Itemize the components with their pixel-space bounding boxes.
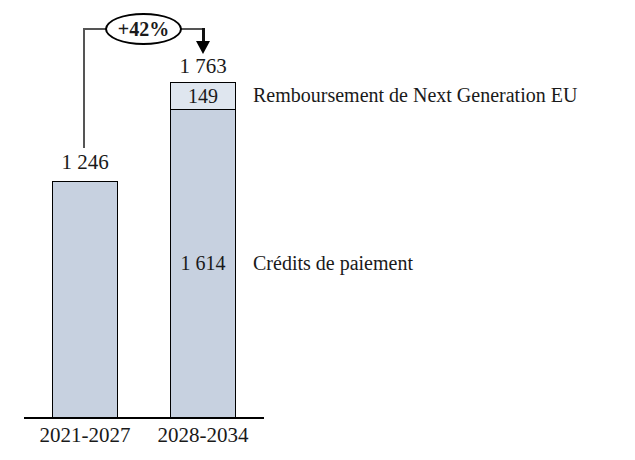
segment-value-credits: 1 614	[181, 252, 226, 275]
segment-name-remboursement: Remboursement de Next Generation EU	[253, 83, 577, 107]
bar-segment-remboursement-2028-2034: 149	[170, 82, 236, 110]
bar-2021-2027	[52, 181, 118, 418]
x-axis-label-2021-2027: 2021-2027	[30, 423, 140, 447]
bracket-left-line	[83, 28, 85, 148]
bar-2028-2034: 149 1 614	[170, 82, 236, 418]
growth-badge: +42%	[105, 13, 182, 45]
segment-name-credits: Crédits de paiement	[253, 251, 413, 275]
arrow-down-icon	[196, 41, 210, 54]
chart-area: +42% 1 246 1 763 149 1 614 2021-2027 202…	[0, 0, 635, 460]
x-axis-line	[24, 417, 264, 419]
x-axis-label-2028-2034: 2028-2034	[148, 423, 258, 447]
bar-segment-credits-2028-2034: 1 614	[170, 110, 236, 418]
growth-badge-label: +42%	[118, 18, 169, 41]
bar-total-label-2021-2027: 1 246	[35, 150, 135, 174]
bar-segment-credits-2021-2027	[52, 181, 118, 418]
bar-total-label-2028-2034: 1 763	[153, 54, 253, 78]
segment-value-remboursement: 149	[188, 85, 218, 108]
arrow-shaft	[202, 28, 205, 42]
